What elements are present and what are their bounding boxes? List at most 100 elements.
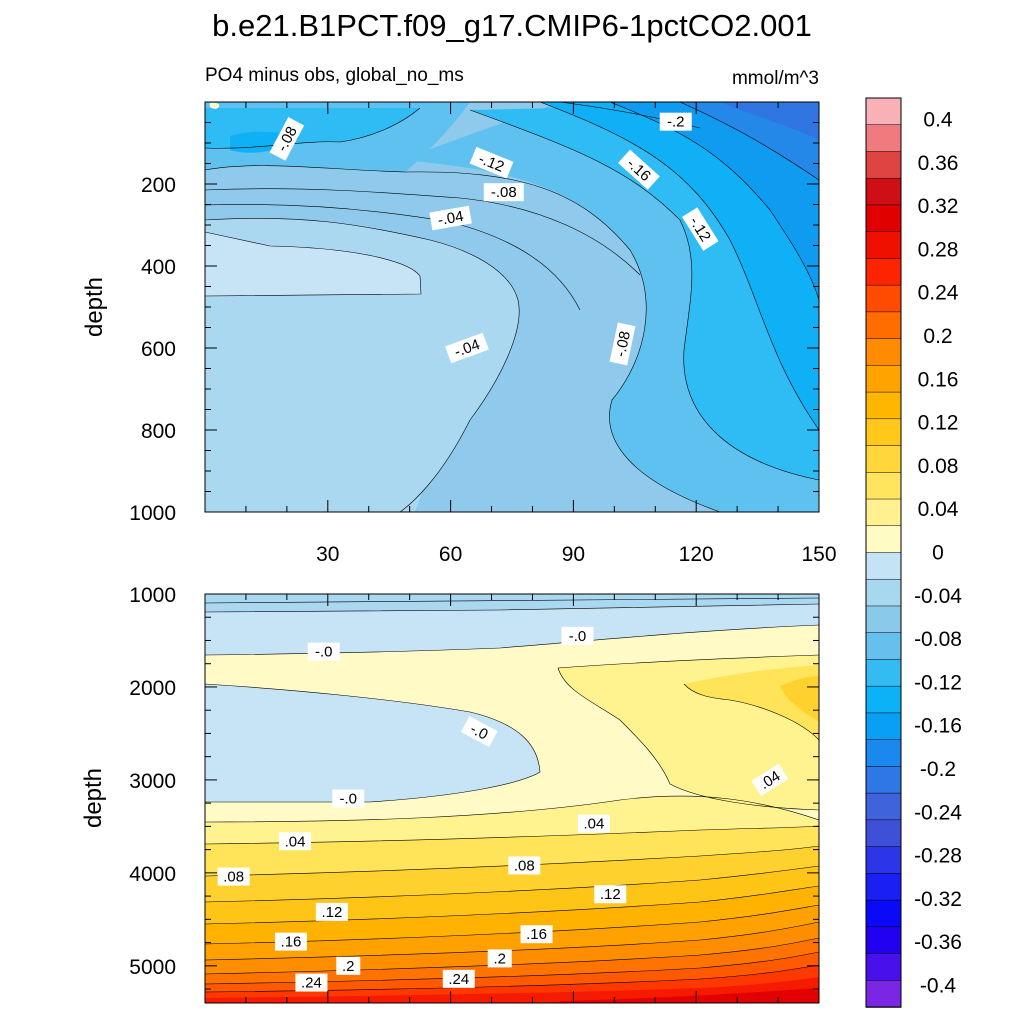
contour-label-bg: [445, 332, 489, 364]
contour-label-text: .08: [514, 857, 535, 874]
contour-label: .08: [508, 856, 541, 875]
contour-label-bg: [336, 956, 361, 975]
xtick-label: 90: [562, 543, 585, 566]
ytick-label: 3000: [129, 770, 176, 793]
contour-pos04-lower: [683, 683, 819, 741]
colorbar-segment: [865, 472, 902, 500]
colorbar-segment: [865, 980, 902, 1008]
contour-label-text: .16: [281, 934, 302, 951]
contour-label-text: .04: [583, 816, 604, 833]
contour-label-bg: [487, 949, 512, 968]
contour-label-text: .08: [223, 869, 244, 886]
contour-label-bg: [483, 183, 524, 202]
colorbar-label: -0.08: [914, 628, 962, 651]
colorbar-segment: [865, 605, 902, 634]
contour-label: -.0: [307, 642, 340, 661]
colorbar-segment: [865, 391, 902, 420]
lower-ticks: [205, 593, 820, 1003]
contour-neg02-lower: [205, 624, 819, 656]
fill-pos23: [205, 977, 819, 1003]
contour-label: -.2: [659, 112, 692, 131]
colorbar-label: 0.12: [918, 412, 959, 435]
contour-label-bg: [442, 969, 475, 988]
contour-label: .2: [487, 949, 512, 968]
contour-label: .16: [274, 932, 307, 951]
ytick-label: 600: [141, 338, 176, 361]
contour-label-bg: [659, 112, 692, 131]
colorbar-label: -0.12: [914, 671, 962, 694]
contour-label-text: .24: [301, 975, 322, 992]
fill-pos25: [560, 988, 819, 1003]
contour-label-text: -.0: [315, 644, 333, 661]
contour-c3: [205, 845, 819, 877]
contour-label-bg: [469, 146, 514, 179]
chart-title: b.e21.B1PCT.f09_g17.CMIP6-1pctCO2.001: [212, 8, 812, 43]
colorbar-segment: [865, 177, 902, 206]
contour-label: .24: [442, 969, 475, 988]
contour-label-bg: [315, 902, 348, 921]
colorbar-segment: [865, 899, 902, 928]
colorbar-segment: [865, 445, 902, 474]
ytick-label: 5000: [129, 956, 176, 979]
colorbar-label: -0.04: [914, 585, 962, 608]
xtick-label: 30: [316, 543, 339, 566]
contour-label-text: .2: [493, 950, 506, 967]
ytick-label: 4000: [129, 863, 176, 886]
contour-label-bg: [594, 885, 627, 904]
lower-frame: [204, 593, 820, 1004]
contour-lens-lower: [205, 683, 541, 803]
contour-label-text: .2: [342, 958, 355, 975]
contour-label-text: -.0: [467, 720, 490, 743]
colorbar-segment: [865, 819, 902, 848]
contour-label-bg: [269, 117, 305, 161]
contour-c2: [205, 825, 819, 845]
lower-contour-labels: -.0-.0-.0-.0.04.04.04.08.08.12.12.16.16.…: [217, 626, 789, 992]
contour-neg10-upper: [205, 107, 421, 149]
colorbar-segment: [865, 498, 902, 527]
colorbar-segment: [865, 338, 902, 367]
fill-pos01-spot: [209, 102, 220, 109]
colorbar-segment: [865, 204, 902, 233]
contour-neg04-upper: [205, 217, 520, 512]
colorbar-label: 0.4: [923, 109, 953, 132]
lower-tick-labels: 1000 2000 3000 4000 5000: [129, 584, 176, 979]
colorbar-segment: [865, 659, 902, 687]
contour-label-bg: [561, 626, 594, 645]
colorbar-segment: [865, 97, 902, 126]
contour-label-bg: [682, 207, 719, 251]
contour-c7: [205, 921, 819, 961]
contour-pos02-lower: [557, 667, 819, 811]
contour-c1: [205, 795, 819, 823]
contour-neg12-upper: [469, 109, 819, 481]
contour-label-bg: [751, 763, 789, 797]
colorbar-label: 0.28: [918, 238, 959, 261]
contour-label-text: .12: [321, 904, 342, 921]
contour-label-text: -.0: [340, 791, 358, 808]
fill-neg06b: [205, 238, 510, 512]
contour-neg14-upper: [539, 102, 819, 431]
contour-label: -.0: [332, 789, 365, 808]
contour-label: .12: [594, 885, 627, 904]
contour-label-bg: [508, 856, 541, 875]
fill-neg20: [720, 102, 819, 140]
colorbar-frame: [865, 97, 902, 1008]
upper-tick-labels: 200 400 600 800 1000 30 60 90 120 150: [129, 174, 836, 566]
contour-label-bg: [295, 973, 328, 992]
contour-label-text: .12: [600, 886, 621, 903]
contour-label-bg: [332, 789, 365, 808]
colorbar-segment: [865, 846, 902, 875]
contour-label-bg: [609, 322, 636, 366]
contour-neg06-upper: [205, 188, 641, 276]
contour-label-bg: [618, 149, 660, 190]
colorbar-segment: [865, 685, 902, 714]
colorbar-segment: [865, 311, 902, 340]
colorbar-label: 0.04: [918, 498, 959, 521]
colorbar-segment: [865, 151, 902, 179]
contour-neg02-upper: [205, 231, 422, 297]
contour-c8: [205, 937, 819, 975]
colorbar-label: -0.36: [914, 931, 962, 954]
contour-pos02b-lower: [557, 654, 819, 669]
contour-label: -.08: [483, 183, 524, 202]
colorbar-segment: [865, 258, 902, 286]
